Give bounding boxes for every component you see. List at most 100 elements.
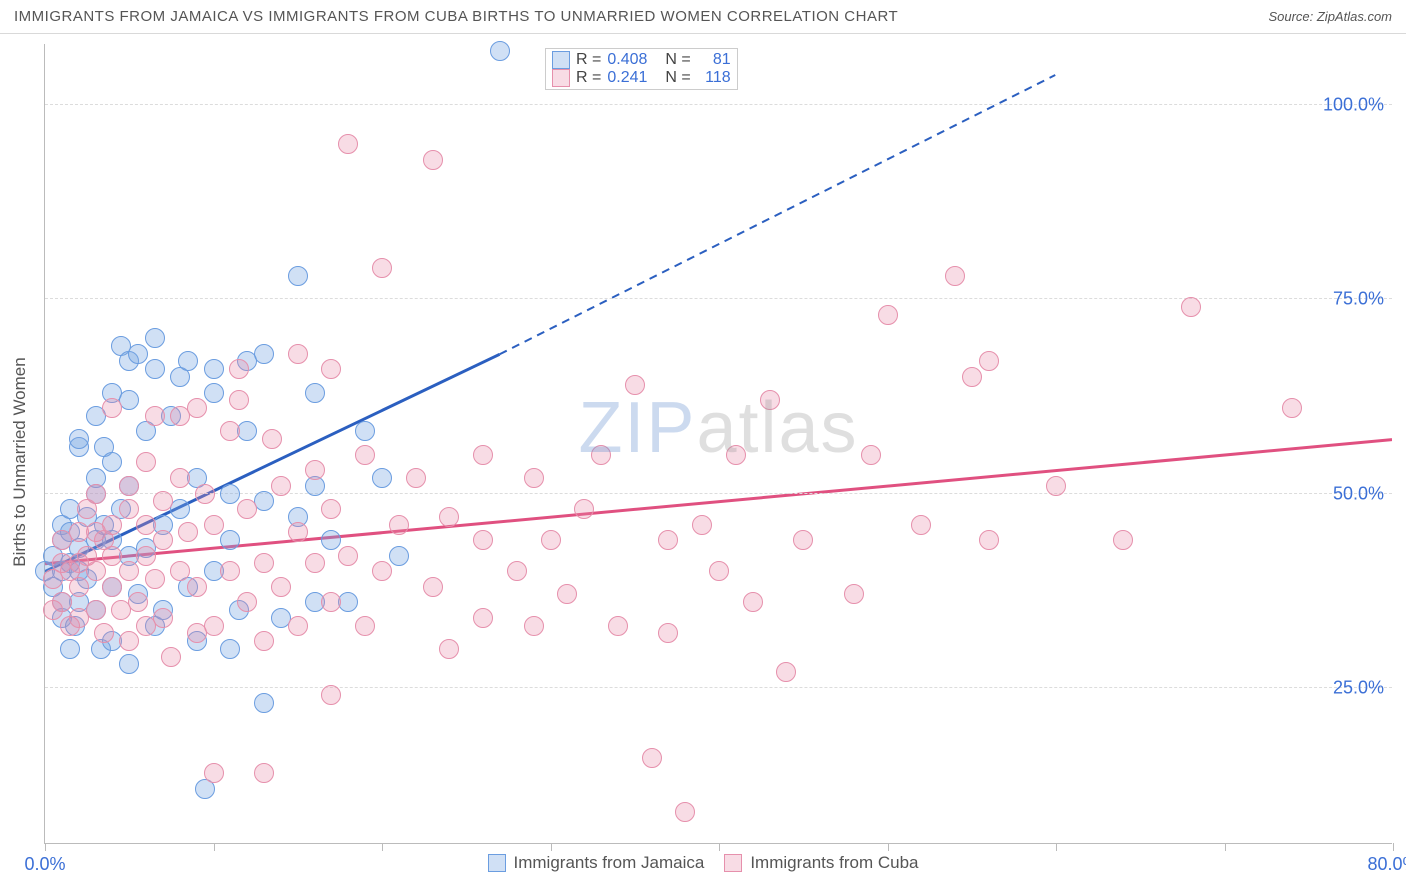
data-point-cuba [153,530,173,550]
data-point-jamaica [288,266,308,286]
data-point-cuba [178,522,198,542]
data-point-cuba [229,390,249,410]
data-point-cuba [473,608,493,628]
data-point-cuba [237,592,257,612]
data-point-cuba [389,515,409,535]
n-label: N = [665,51,690,69]
data-point-cuba [305,553,325,573]
data-point-jamaica [321,530,341,550]
data-point-cuba [1046,476,1066,496]
data-point-cuba [187,577,207,597]
data-point-cuba [776,662,796,682]
data-point-cuba [338,546,358,566]
data-point-jamaica [178,351,198,371]
data-point-cuba [321,592,341,612]
data-point-cuba [760,390,780,410]
data-point-jamaica [60,639,80,659]
data-point-cuba [153,491,173,511]
r-label: R = [576,69,601,87]
data-point-cuba [844,584,864,604]
chart-area: Births to Unmarried Women R =0.408N =81R… [0,34,1406,889]
data-point-cuba [161,647,181,667]
data-point-cuba [204,763,224,783]
grid-line [45,493,1392,494]
data-point-cuba [187,398,207,418]
data-point-cuba [979,530,999,550]
data-point-jamaica [305,383,325,403]
legend-label: Immigrants from Cuba [750,853,918,873]
source-label: Source: ZipAtlas.com [1268,9,1392,24]
data-point-cuba [1113,530,1133,550]
data-point-cuba [86,484,106,504]
data-point-cuba [288,616,308,636]
data-point-jamaica [204,359,224,379]
y-tick-label: 75.0% [1333,289,1384,310]
y-tick-label: 50.0% [1333,483,1384,504]
data-point-cuba [254,553,274,573]
data-point-jamaica [490,41,510,61]
data-point-cuba [119,631,139,651]
data-point-cuba [145,406,165,426]
data-point-cuba [321,685,341,705]
data-point-jamaica [145,328,165,348]
correlation-legend: R =0.408N =81R =0.241N =118 [545,48,738,90]
swatch-icon [552,51,570,69]
data-point-cuba [692,515,712,535]
data-point-cuba [406,468,426,488]
data-point-cuba [271,577,291,597]
data-point-cuba [102,577,122,597]
data-point-cuba [119,499,139,519]
watermark: ZIPatlas [578,387,858,469]
data-point-cuba [524,616,544,636]
data-point-cuba [861,445,881,465]
data-point-cuba [372,561,392,581]
data-point-cuba [136,452,156,472]
data-point-cuba [911,515,931,535]
data-point-cuba [136,515,156,535]
data-point-cuba [195,484,215,504]
data-point-cuba [726,445,746,465]
data-point-cuba [793,530,813,550]
data-point-cuba [128,592,148,612]
data-point-cuba [102,515,122,535]
trend-lines [45,44,1392,843]
data-point-jamaica [220,484,240,504]
chart-title: IMMIGRANTS FROM JAMAICA VS IMMIGRANTS FR… [14,8,898,25]
data-point-jamaica [128,344,148,364]
x-tick [45,843,46,851]
data-point-cuba [102,546,122,566]
data-point-cuba [355,616,375,636]
swatch-icon [488,854,506,872]
data-point-cuba [288,522,308,542]
data-point-cuba [170,468,190,488]
x-tick [1056,843,1057,851]
data-point-cuba [1282,398,1302,418]
data-point-jamaica [389,546,409,566]
data-point-cuba [145,569,165,589]
n-label: N = [665,69,690,87]
data-point-cuba [962,367,982,387]
data-point-cuba [69,577,89,597]
x-tick [1393,843,1394,851]
x-tick [551,843,552,851]
data-point-jamaica [254,693,274,713]
data-point-cuba [254,631,274,651]
y-axis-label: Births to Unmarried Women [10,357,30,566]
r-value: 0.408 [607,51,659,69]
data-point-cuba [473,530,493,550]
data-point-cuba [878,305,898,325]
title-bar: IMMIGRANTS FROM JAMAICA VS IMMIGRANTS FR… [0,0,1406,34]
data-point-cuba [439,639,459,659]
data-point-cuba [625,375,645,395]
data-point-cuba [204,515,224,535]
data-point-cuba [102,398,122,418]
swatch-icon [552,69,570,87]
data-point-jamaica [372,468,392,488]
data-point-cuba [423,577,443,597]
data-point-jamaica [69,429,89,449]
data-point-cuba [220,421,240,441]
data-point-cuba [52,592,72,612]
data-point-cuba [743,592,763,612]
data-point-cuba [305,460,325,480]
data-point-cuba [271,476,291,496]
